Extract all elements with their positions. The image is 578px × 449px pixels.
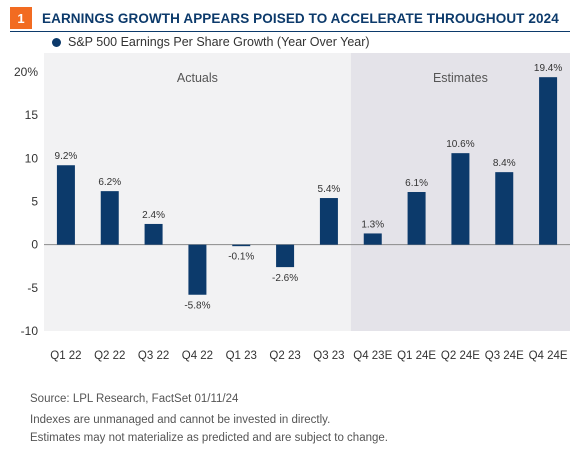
bar-q3-24e [495,172,514,245]
y-tick-label: -5 [27,281,38,295]
x-tick-label: Q1 22 [50,350,81,362]
x-tick-label: Q1 24E [397,350,436,362]
x-tick-label: Q2 23 [269,350,300,362]
x-tick-label: Q4 24E [529,350,568,362]
data-label: 6.2% [98,177,121,188]
figure-number-badge: 1 [10,7,32,29]
region-label-actuals: Actuals [177,71,218,85]
data-label: 8.4% [493,158,516,169]
bar-q1-24e [407,192,426,245]
data-label: 1.3% [361,219,384,230]
data-label: -2.6% [272,273,298,284]
data-label: 6.1% [405,178,428,189]
x-tick-label: Q1 23 [226,350,257,362]
bar-q4-24e [539,77,558,245]
bar-q2-24e [451,153,470,245]
chart-legend: S&P 500 Earnings Per Share Growth (Year … [52,35,370,49]
legend-label: S&P 500 Earnings Per Share Growth (Year … [68,35,370,49]
x-tick-label: Q4 23E [353,350,392,362]
title-rule [10,31,570,32]
data-label: 19.4% [534,63,562,74]
bar-q4-23e [363,233,382,245]
disclaimer-estimates: Estimates may not materialize as predict… [30,432,388,444]
region-label-estimates: Estimates [433,71,488,85]
data-label: -0.1% [228,252,254,263]
data-label: -5.8% [184,301,210,312]
y-tick-label: 15 [25,108,39,122]
y-tick-label: 10 [25,151,39,165]
x-tick-label: Q2 22 [94,350,125,362]
data-label: 10.6% [446,139,474,150]
y-tick-label: -10 [21,324,39,338]
data-label: 5.4% [318,184,341,195]
y-tick-label: 5 [31,195,38,209]
legend-swatch [52,37,61,47]
chart-title: EARNINGS GROWTH APPEARS POISED TO ACCELE… [42,10,559,26]
bar-q2-22 [100,191,119,245]
x-tick-label: Q3 23 [313,350,344,362]
chart-header: 1 EARNINGS GROWTH APPEARS POISED TO ACCE… [10,5,559,31]
x-tick-label: Q3 22 [138,350,169,362]
y-tick-label: 20% [14,65,38,79]
disclaimer-indexes: Indexes are unmanaged and cannot be inve… [30,414,331,426]
bar-q1-23 [232,244,251,247]
x-tick-label: Q4 22 [182,350,213,362]
x-tick-label: Q3 24E [485,350,524,362]
bar-q4-22 [188,244,207,295]
y-tick-label: 0 [31,238,38,252]
data-label: 9.2% [55,151,78,162]
bar-q3-22 [144,223,163,245]
bar-q1-22 [56,165,75,245]
source-note: Source: LPL Research, FactSet 01/11/24 [30,393,239,405]
x-tick-label: Q2 24E [441,350,480,362]
data-label: 2.4% [142,210,165,221]
bar-q2-23 [276,244,295,268]
bar-q3-23 [319,198,338,245]
